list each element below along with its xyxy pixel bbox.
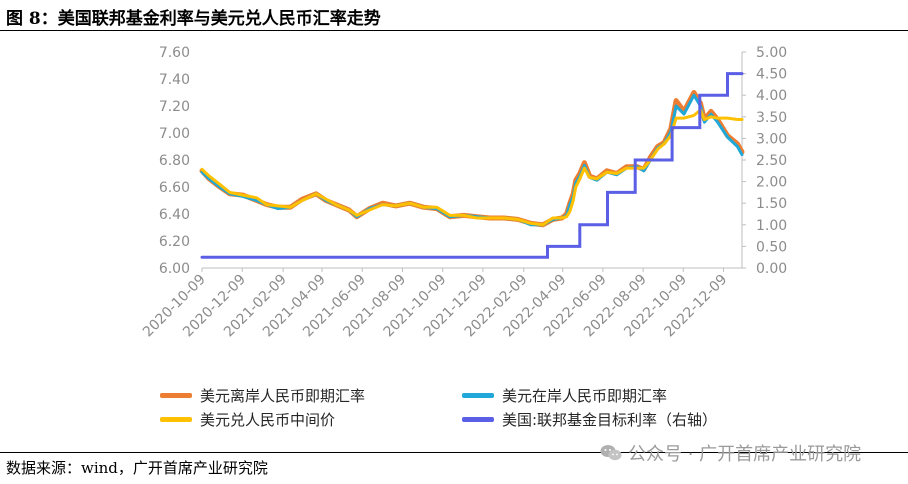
title-rule <box>0 30 908 31</box>
series-line-central <box>200 108 744 227</box>
y-right-tick-label: 4.50 <box>756 67 787 83</box>
y-right-tick-label: 4.00 <box>756 88 787 104</box>
legend-swatch-onshore <box>462 392 494 398</box>
source-note: 数据来源：wind，广开首席产业研究院 <box>6 459 268 477</box>
figure-title: 图 8：美国联邦基金利率与美元兑人民币汇率走势 <box>6 9 381 29</box>
watermark-text: 公众号 · 广开首席产业研究院 <box>628 444 862 465</box>
legend-swatch-offshore <box>160 392 192 398</box>
y-left-tick-label: 7.00 <box>159 126 190 142</box>
title-bar: 图 8：美国联邦基金利率与美元兑人民币汇率走势 <box>0 0 908 34</box>
legend-item-central: 美元兑人民币中间价 <box>160 409 335 429</box>
y-right-tick-label: 3.50 <box>756 110 787 126</box>
y-left-tick-label: 6.80 <box>159 153 190 169</box>
y-left-tick-label: 6.20 <box>159 234 190 250</box>
y-left-tick-label: 7.40 <box>159 72 190 88</box>
y-left-tick-label: 7.20 <box>159 99 190 115</box>
legend-label-onshore: 美元在岸人民币即期汇率 <box>502 386 668 405</box>
y-right-tick-label: 2.00 <box>756 175 787 191</box>
y-left-tick-label: 6.00 <box>159 261 190 277</box>
y-right-tick-label: 1.00 <box>756 218 787 234</box>
y-left-tick-label: 7.60 <box>159 45 190 61</box>
y-right-tick-label: 0.50 <box>756 239 787 255</box>
legend-swatch-fedrate <box>462 416 494 422</box>
series-line-fedrate <box>200 72 744 259</box>
wechat-icon <box>600 445 622 461</box>
y-right-tick-label: 5.00 <box>756 45 787 61</box>
watermark: 公众号 · 广开首席产业研究院 <box>600 440 861 466</box>
footer-rule <box>0 452 908 453</box>
y-right-tick-label: 0.00 <box>756 261 787 277</box>
legend-label-central: 美元兑人民币中间价 <box>200 410 336 429</box>
y-right-tick-label: 1.50 <box>756 196 787 212</box>
y-right-tick-label: 3.00 <box>756 131 787 147</box>
legend-label-offshore: 美元离岸人民币即期汇率 <box>200 386 366 405</box>
y-left-tick-label: 6.40 <box>159 207 190 223</box>
y-left-tick-label: 6.60 <box>159 180 190 196</box>
series-lines <box>199 72 745 259</box>
legend-item-onshore: 美元在岸人民币即期汇率 <box>462 385 667 405</box>
y-right-tick-label: 2.50 <box>756 153 787 169</box>
legend-swatch-central <box>160 416 192 422</box>
legend-item-offshore: 美元离岸人民币即期汇率 <box>160 385 365 405</box>
legend-label-fedrate: 美国:联邦基金目标利率（右轴） <box>502 410 718 429</box>
legend-item-fedrate: 美国:联邦基金目标利率（右轴） <box>462 409 717 429</box>
